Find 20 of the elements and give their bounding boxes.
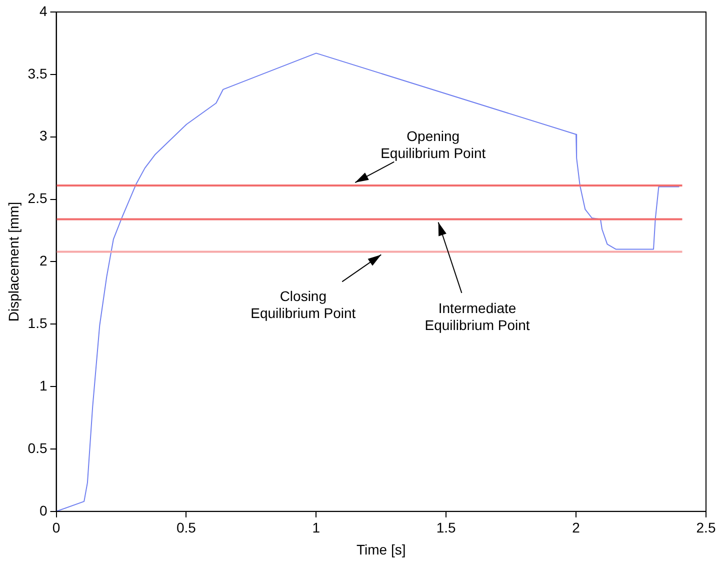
y-tick-label: 1 — [39, 377, 48, 394]
x-tick-label: 1.5 — [436, 520, 456, 536]
y-tick-label: 0 — [39, 502, 48, 518]
ref-line-label: Closing Equilibrium Point — [250, 288, 356, 321]
x-tick-label: 1 — [312, 520, 320, 536]
ref-line-label: Opening Equilibrium Point — [380, 128, 486, 161]
x-axis-title: Time [s] — [356, 541, 406, 558]
x-tick-label: 0 — [52, 520, 60, 536]
y-tick-label: 1.5 — [28, 314, 48, 331]
y-tick-label: 3.5 — [28, 65, 48, 82]
ref-line-label: Intermediate Equilibrium Point — [424, 300, 530, 334]
y-tick-label: 2.5 — [28, 190, 48, 206]
y-tick-label: 2 — [39, 252, 48, 269]
x-tick-label: 0.5 — [176, 520, 196, 536]
x-tick-label: 2.5 — [696, 520, 716, 536]
y-tick-label: 3 — [39, 128, 48, 144]
x-tick-label: 2 — [572, 520, 580, 536]
y-tick-label: 0.5 — [28, 440, 48, 456]
y-tick-label: 4 — [39, 2, 48, 19]
y-axis-title: Displacement [mm] — [5, 202, 22, 322]
